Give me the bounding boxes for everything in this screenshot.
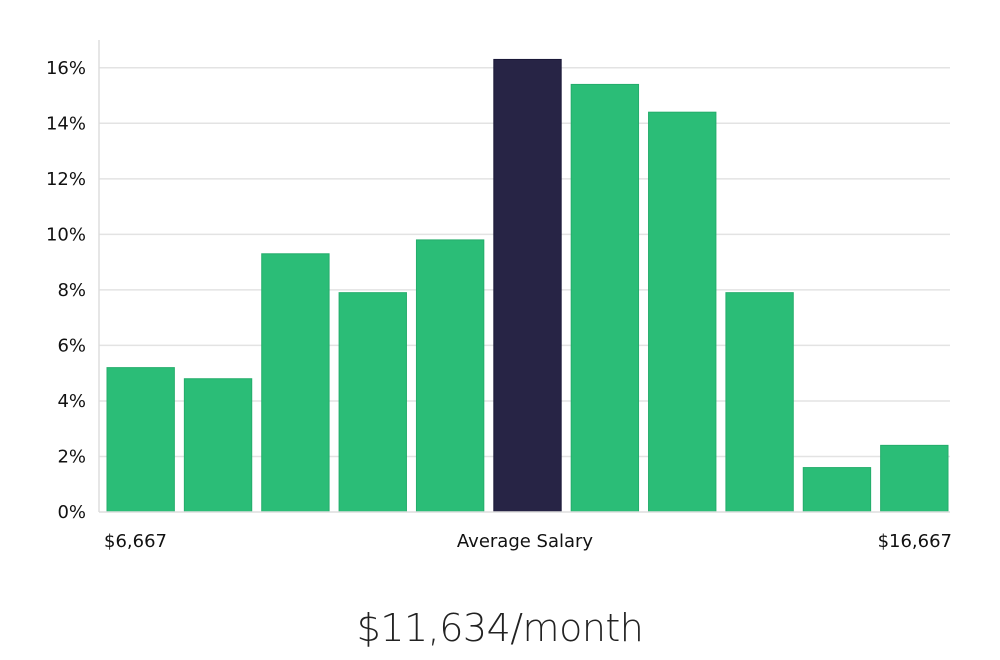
- bars: [106, 58, 949, 513]
- salary-histogram: 0% 2% 4% 6% 8% 10% 12% 14% 16% $6,667 Average Sa…: [46, 40, 952, 552]
- bar: [261, 253, 330, 513]
- y-tick-label: 16%: [46, 58, 86, 79]
- bar-average: [493, 58, 562, 513]
- y-tick-label: 8%: [57, 280, 86, 301]
- x-axis-labels: $6,667 Average Salary $16,667: [104, 531, 952, 552]
- axes: [98, 40, 950, 513]
- bar: [415, 239, 485, 513]
- y-tick-label: 6%: [57, 335, 86, 356]
- bar: [338, 292, 407, 513]
- x-label-max: $16,667: [878, 531, 952, 552]
- bar: [648, 111, 717, 513]
- bar: [880, 444, 949, 513]
- y-tick-label: 0%: [57, 502, 86, 523]
- y-tick-label: 4%: [57, 391, 86, 412]
- y-tick-labels: 0% 2% 4% 6% 8% 10% 12% 14% 16%: [46, 58, 86, 523]
- x-label-average: Average Salary: [457, 531, 594, 552]
- bar: [183, 378, 253, 513]
- y-tick-label: 10%: [46, 224, 86, 245]
- x-label-min: $6,667: [104, 531, 167, 552]
- bar: [570, 83, 640, 513]
- average-salary-value: $11,634/month: [356, 606, 644, 650]
- bar: [802, 467, 872, 513]
- y-tick-label: 14%: [46, 113, 86, 134]
- bar: [106, 367, 175, 513]
- y-tick-label: 2%: [57, 446, 86, 467]
- bar: [725, 292, 794, 513]
- y-tick-label: 12%: [46, 169, 86, 190]
